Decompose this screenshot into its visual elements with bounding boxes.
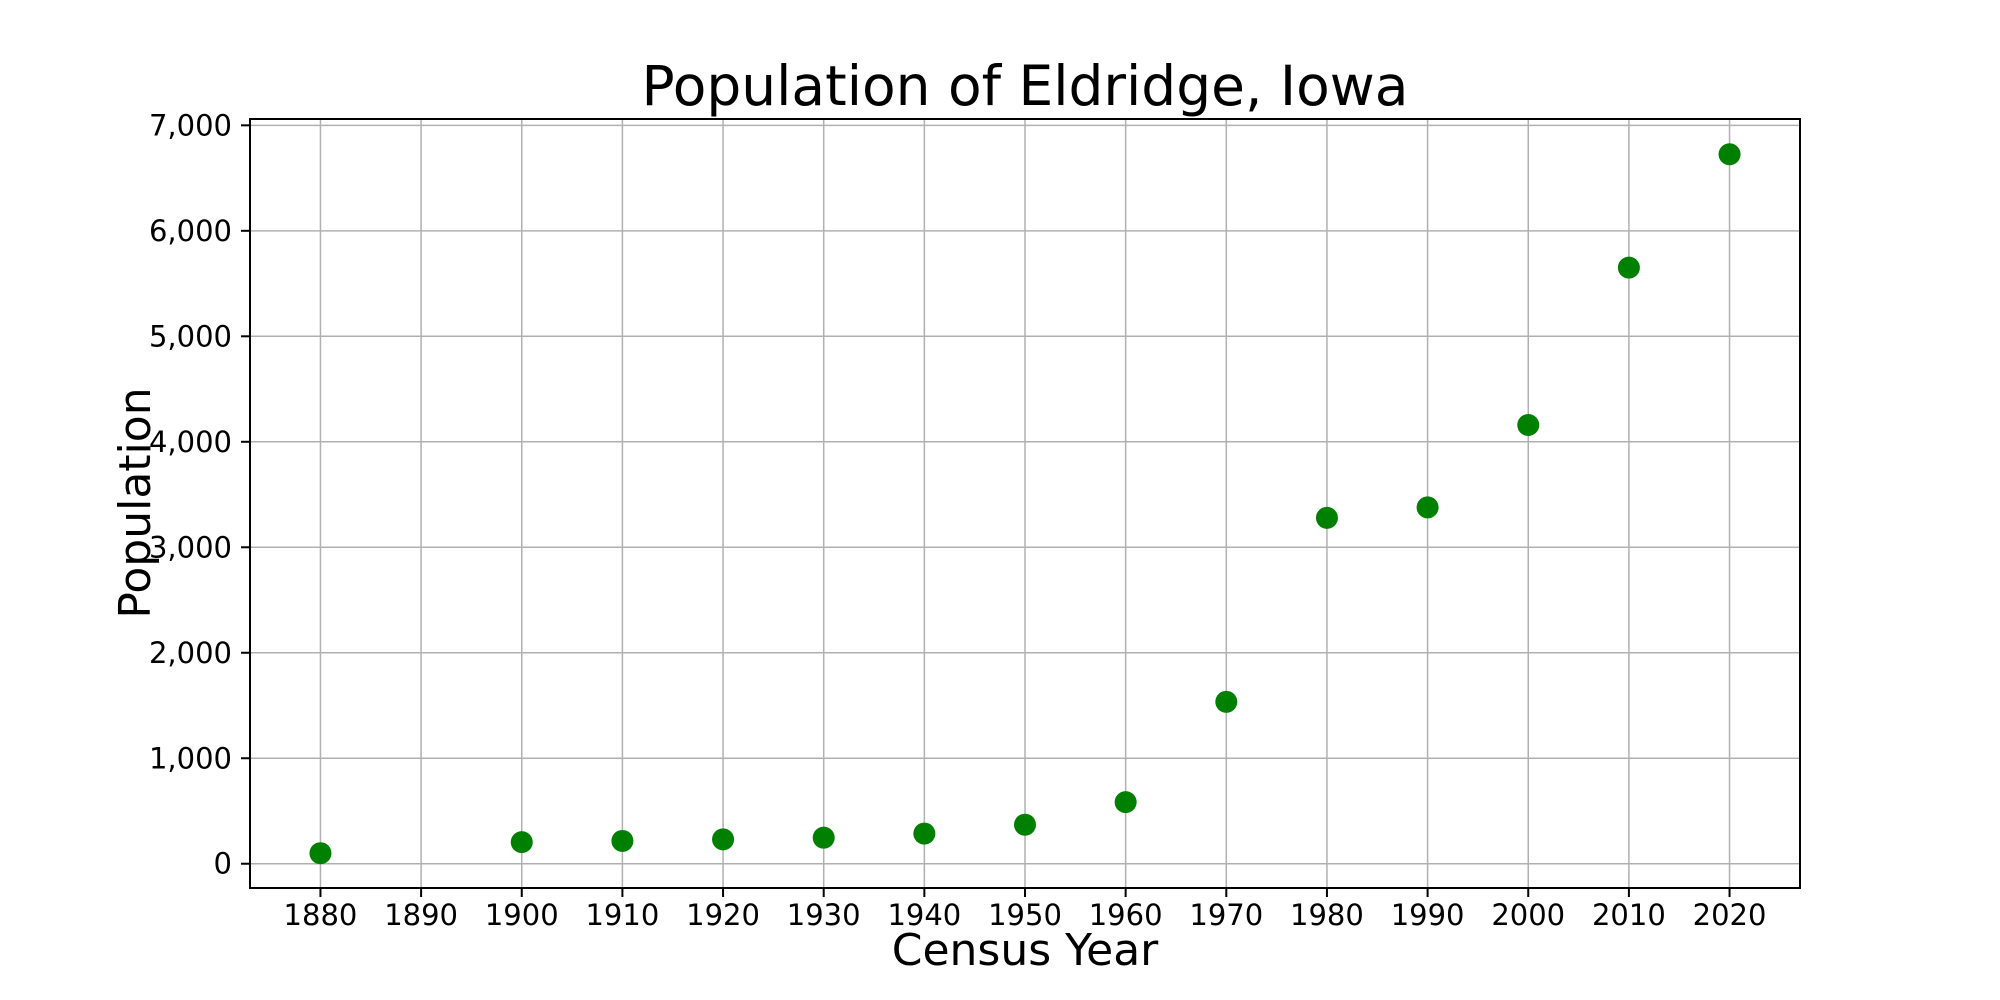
x-tick-label: 1980: [1290, 898, 1364, 932]
y-tick-label: 2,000: [149, 636, 232, 670]
x-tick-label: 1970: [1189, 898, 1263, 932]
y-tick-label: 7,000: [149, 108, 232, 142]
x-tick-label: 1890: [384, 898, 458, 932]
data-point: [1617, 256, 1640, 279]
x-tick-label: 2020: [1693, 898, 1767, 932]
x-tick-label: 2010: [1592, 898, 1666, 932]
chart-title: Population of Eldridge, Iowa: [642, 54, 1409, 118]
data-point: [1416, 496, 1439, 519]
data-point: [1114, 791, 1137, 814]
x-tick-label: 1910: [585, 898, 659, 932]
data-point: [712, 828, 735, 851]
y-tick-label: 3,000: [149, 530, 232, 564]
y-tick-label: 6,000: [149, 214, 232, 248]
x-tick-label: 1960: [1089, 898, 1163, 932]
x-tick-label: 2000: [1491, 898, 1565, 932]
data-point: [1215, 690, 1238, 713]
data-point: [1517, 414, 1540, 437]
gridlines: [250, 119, 1800, 888]
x-tick-label: 1880: [284, 898, 358, 932]
data-point: [611, 829, 634, 852]
x-tick-label: 1940: [887, 898, 961, 932]
data-point: [1718, 143, 1741, 166]
y-tick-label: 0: [214, 847, 232, 881]
data-point: [309, 842, 332, 865]
x-tick-label: 1930: [787, 898, 861, 932]
data-point: [510, 831, 533, 854]
data-point: [1315, 506, 1338, 529]
y-tick-label: 1,000: [149, 741, 232, 775]
x-axis-label: Census Year: [892, 925, 1159, 976]
data-points: [309, 143, 1741, 865]
y-tick-label: 5,000: [149, 319, 232, 353]
data-point: [913, 822, 936, 845]
data-point: [812, 826, 835, 849]
y-tick-label: 4,000: [149, 425, 232, 459]
axis-ticks: [241, 124, 1731, 897]
y-axis-label: Population: [110, 387, 161, 618]
x-tick-label: 1950: [988, 898, 1062, 932]
tick-labels: 1880 1890 1900 1910 1920 1930 1940 1950 1960 1970…: [149, 108, 1766, 932]
x-tick-label: 1920: [686, 898, 760, 932]
x-tick-label: 1900: [485, 898, 559, 932]
x-tick-label: 1990: [1391, 898, 1465, 932]
data-point: [1014, 813, 1036, 836]
